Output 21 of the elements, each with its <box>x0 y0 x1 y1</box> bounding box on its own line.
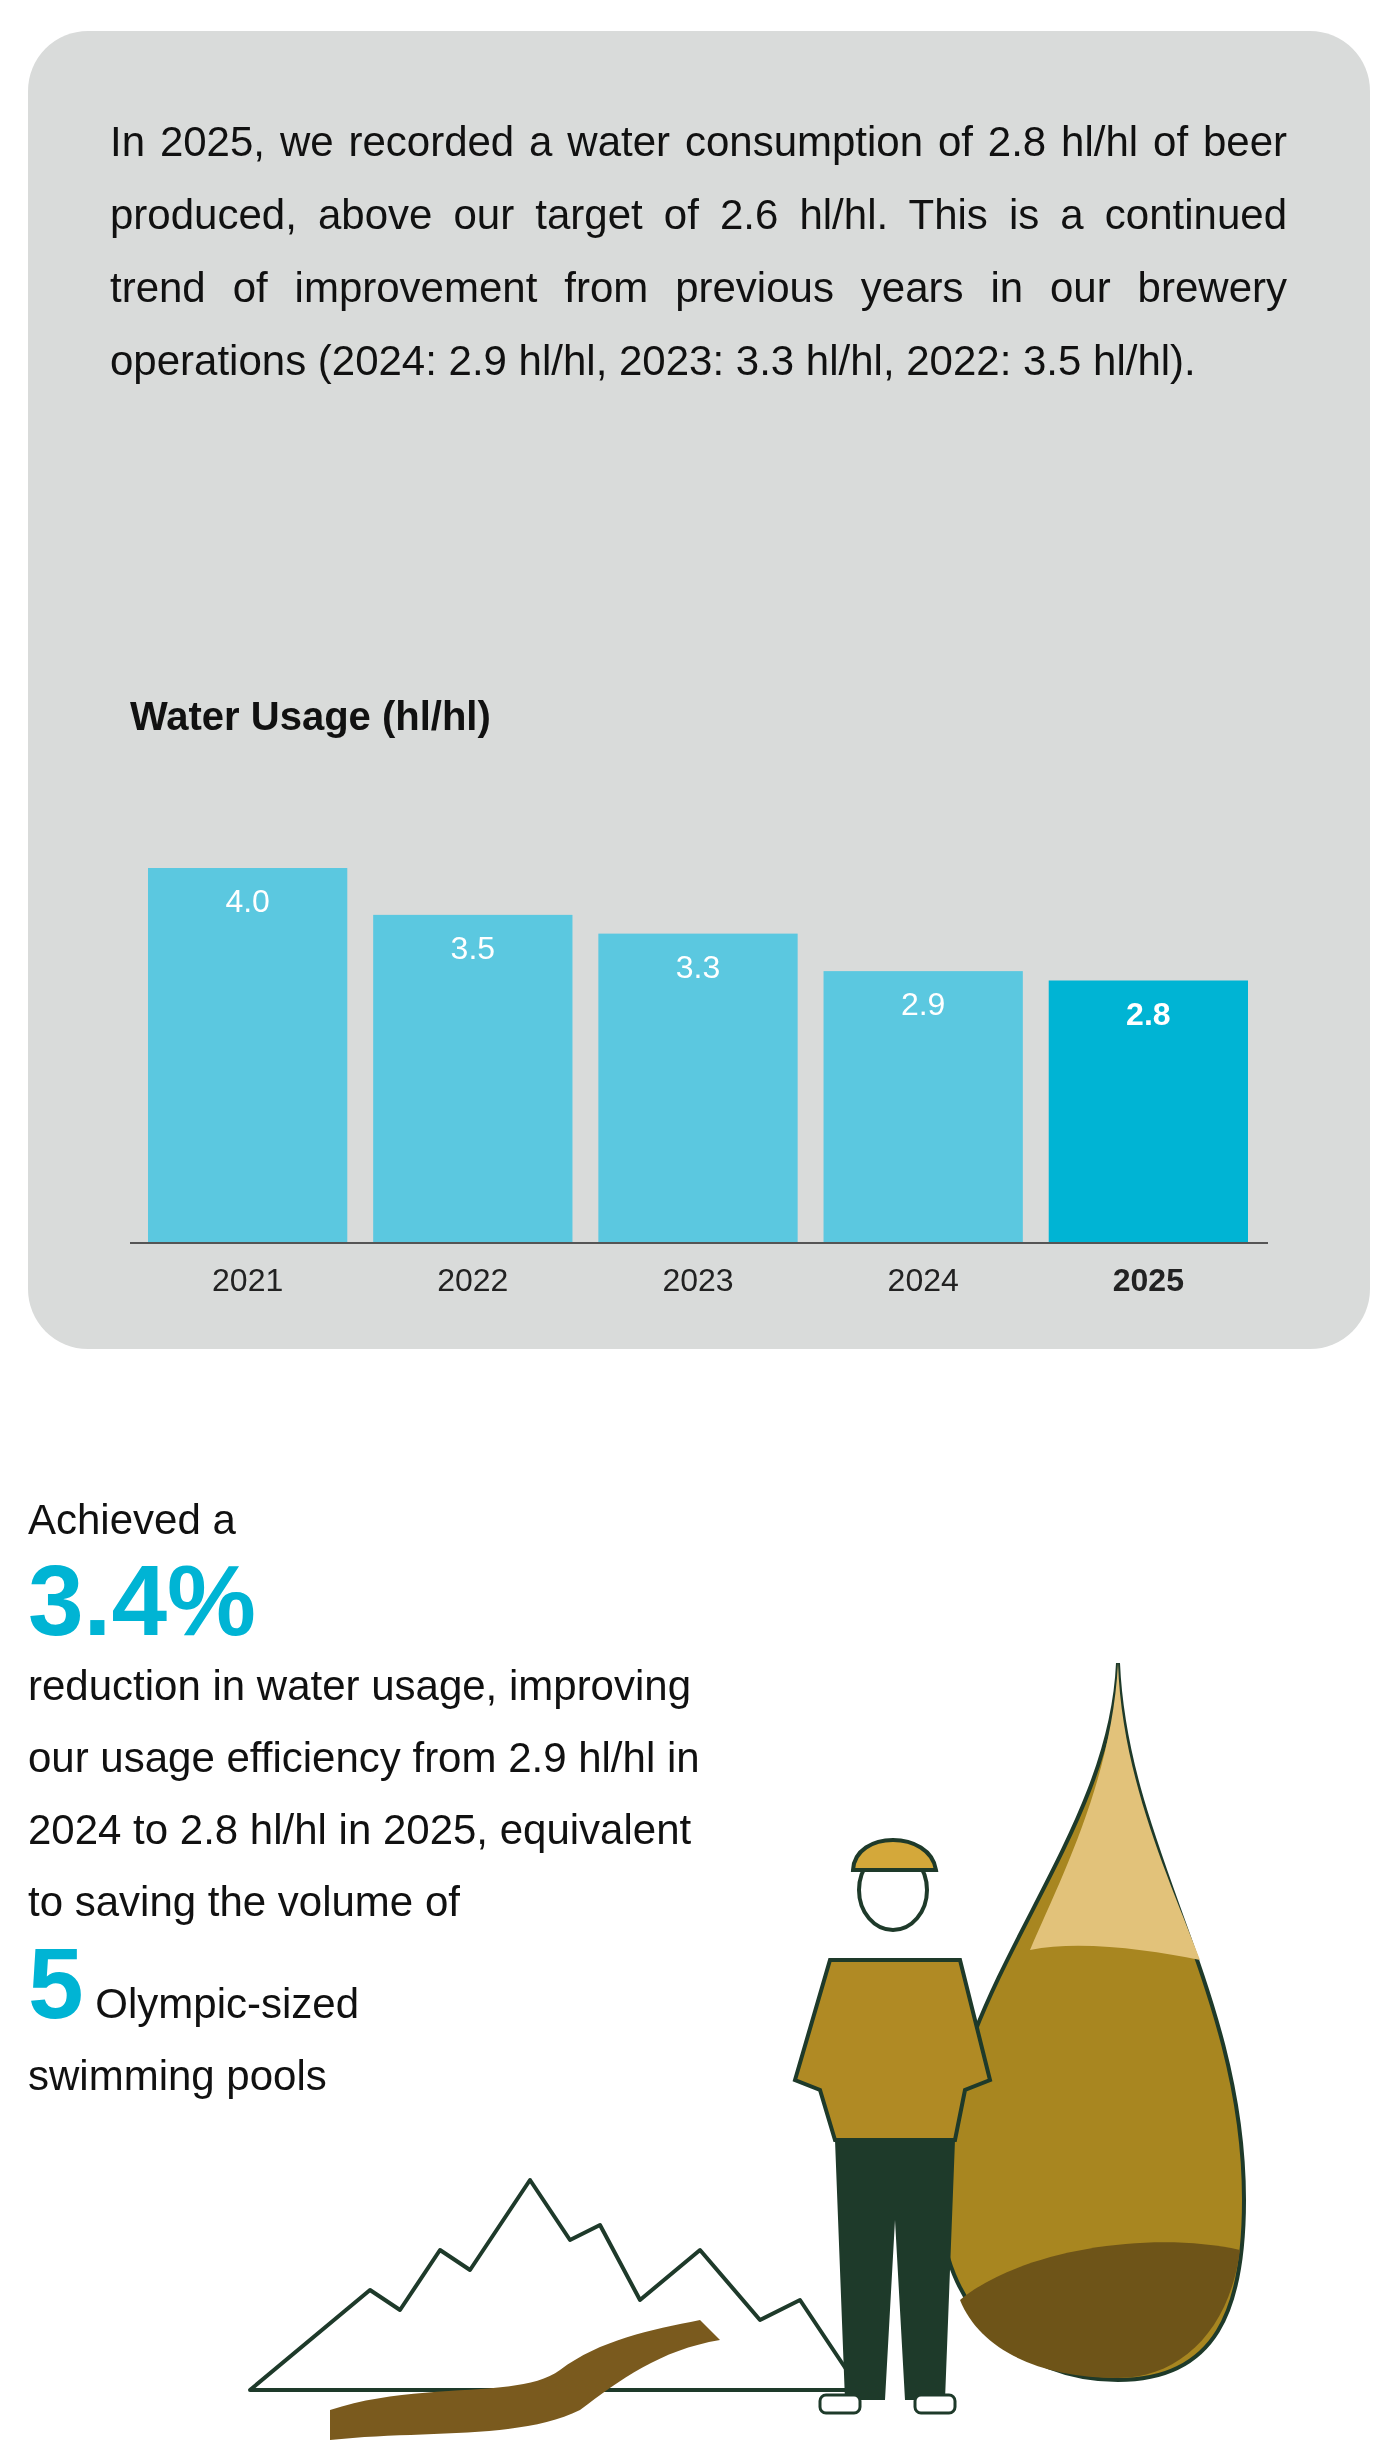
x-tick-label: 2025 <box>1112 1262 1184 1298</box>
bar <box>148 868 348 1243</box>
bar <box>373 914 573 1243</box>
x-tick-label: 2024 <box>887 1262 959 1298</box>
data-label: 3.3 <box>675 948 721 985</box>
data-label: 3.5 <box>450 929 496 966</box>
x-tick-label: 2023 <box>662 1262 734 1298</box>
x-tick-label: 2021 <box>212 1262 284 1298</box>
bar <box>1048 980 1248 1243</box>
data-label: 4.0 <box>225 883 270 919</box>
x-tick-label: 2022 <box>437 1262 509 1298</box>
text: 5 <box>28 1927 84 2039</box>
data-label: 2.9 <box>900 986 946 1023</box>
bar <box>823 971 1023 1243</box>
text: In 2025, we recorded a water consumption of 2.8 hl/hl of beer produced, above our target of 2.6 hl/hl. This is a continued trend of improvement from previous years in our brewery operations (2024: 2.9 hl/hl, 2023: 3.3 hl/hl, 2022: 3.5 hl/hl). <box>110 117 1287 386</box>
chart-title: Water Usage (hl/hl) <box>130 694 491 738</box>
text: Achieved a <box>28 1496 236 1543</box>
text: reduction in water usage, improving our usage efficiency from 2.9 hl/hl in 2024 to 2.8 hl/hl in 2025, equivalent to saving the volume of <box>28 1662 700 1925</box>
bar <box>598 933 798 1243</box>
text: 3.4% <box>28 1544 257 1656</box>
data-label: 2.8 <box>1126 995 1171 1032</box>
